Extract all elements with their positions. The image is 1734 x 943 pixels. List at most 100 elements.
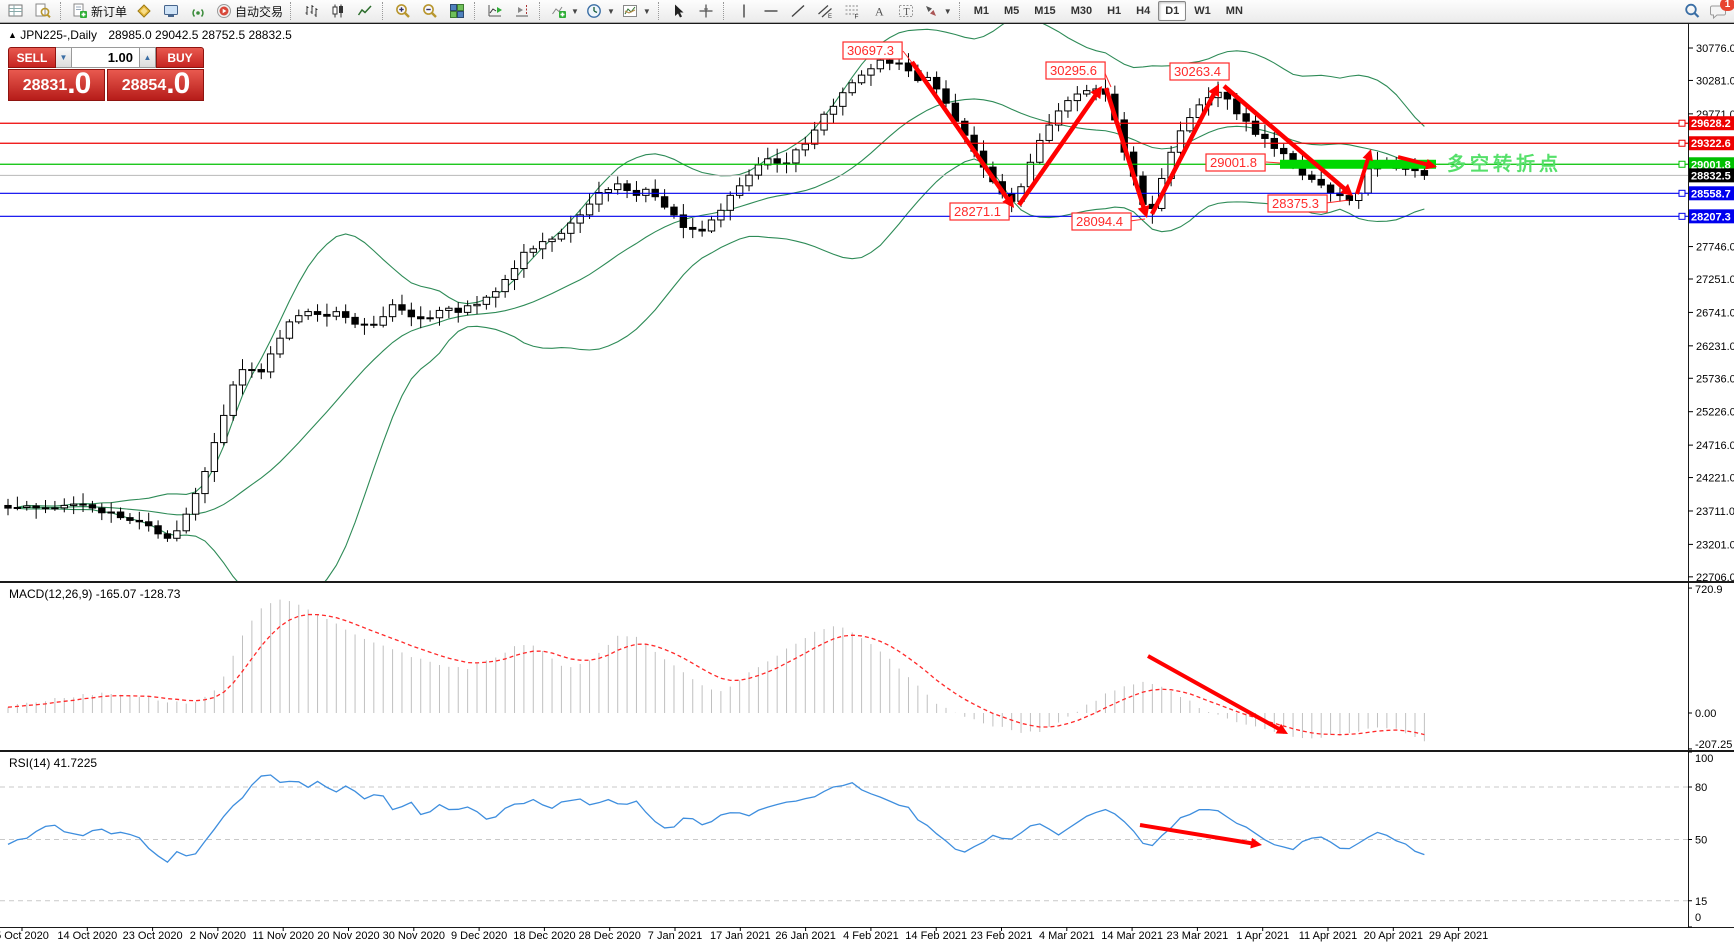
svg-text:18 Dec 2020: 18 Dec 2020 xyxy=(513,930,575,942)
templates-dropdown-icon[interactable]: ▼ xyxy=(642,6,651,16)
timeframe-m30[interactable]: M30 xyxy=(1070,5,1093,17)
annotation-box[interactable] xyxy=(1267,194,1328,213)
zoom-out-button[interactable] xyxy=(417,0,443,22)
collapse-icon[interactable]: ▲ xyxy=(8,30,17,40)
crosshair-tool-button[interactable] xyxy=(693,0,719,22)
trendline-tool-button[interactable] xyxy=(785,0,811,22)
annotation-box[interactable] xyxy=(842,41,903,60)
line-anchor[interactable] xyxy=(1678,160,1686,168)
turning-point-note[interactable]: 多空转折点 xyxy=(1447,152,1562,175)
sell-price-display[interactable]: 28831.0 xyxy=(8,69,105,101)
buy-price-display[interactable]: 28854.0 xyxy=(107,69,204,101)
navigator-button[interactable] xyxy=(131,0,157,22)
main-toolbar: 新订单 自动交易 ▼ ▼ ▼ E F A T ▼ M1 M5 M15 M30 H1 H4 D1 W1 MN 1 xyxy=(0,0,1734,23)
timeframe-m5[interactable]: M5 xyxy=(1004,5,1020,17)
svg-text:26231.0: 26231.0 xyxy=(1696,341,1734,353)
buy-price-int: 28854 xyxy=(121,77,167,94)
volume-increase-button[interactable]: ▲ xyxy=(140,47,156,68)
text-tool-button[interactable]: A xyxy=(866,0,892,22)
sell-price-int: 28831 xyxy=(22,77,68,94)
timeframe-mn[interactable]: MN xyxy=(1225,5,1243,17)
volume-input[interactable]: 1.00 xyxy=(72,47,140,68)
turning-point-highlight[interactable]: 多空转折点 xyxy=(1280,152,1562,175)
volume-decrease-button[interactable]: ▼ xyxy=(56,47,72,68)
channel-tool-button[interactable]: E xyxy=(812,0,838,22)
svg-text:14 Feb 2021: 14 Feb 2021 xyxy=(905,930,967,942)
notifications-button[interactable]: 1 xyxy=(1705,0,1734,22)
new-order-label: 新订单 xyxy=(91,4,128,19)
annotation-box[interactable] xyxy=(949,202,1010,221)
timeframe-m1[interactable]: M1 xyxy=(973,5,989,17)
new-order-button[interactable]: 新订单 xyxy=(68,0,130,22)
svg-text:27251.0: 27251.0 xyxy=(1696,274,1734,286)
market-watch-button[interactable] xyxy=(3,0,29,22)
line-chart-mode-button[interactable] xyxy=(352,0,378,22)
signals-button[interactable] xyxy=(185,0,211,22)
tile-windows-button[interactable] xyxy=(444,0,470,22)
toolbar-separator xyxy=(290,2,294,20)
arrows-tool-dropdown-icon[interactable]: ▼ xyxy=(943,6,952,16)
line-anchor[interactable] xyxy=(1678,139,1686,147)
templates-button[interactable]: ▼ xyxy=(619,0,654,22)
timeframe-w1[interactable]: W1 xyxy=(1194,5,1211,17)
bar-chart-mode-button[interactable] xyxy=(298,0,324,22)
annotation-box[interactable] xyxy=(1205,153,1266,172)
vertical-line-tool-button[interactable] xyxy=(731,0,757,22)
svg-text:7 Jan 2021: 7 Jan 2021 xyxy=(648,930,702,942)
arrows-tool-button[interactable]: ▼ xyxy=(920,0,955,22)
svg-text:11 Nov 2020: 11 Nov 2020 xyxy=(252,930,314,942)
timeframe-h4[interactable]: H4 xyxy=(1136,5,1151,17)
svg-text:30281.0: 30281.0 xyxy=(1696,75,1734,87)
annotation-box[interactable] xyxy=(1071,212,1132,231)
svg-text:29001.8: 29001.8 xyxy=(1691,159,1731,171)
zoom-in-button[interactable] xyxy=(390,0,416,22)
periods-dropdown-icon[interactable]: ▼ xyxy=(606,6,615,16)
svg-text:17 Jan 2021: 17 Jan 2021 xyxy=(710,930,771,942)
line-anchor[interactable] xyxy=(1678,119,1686,127)
toolbar-separator xyxy=(657,2,662,20)
sell-button[interactable]: SELL xyxy=(8,47,56,68)
price-badge xyxy=(1689,186,1734,201)
turning-point-bar[interactable] xyxy=(1280,159,1436,169)
timeframe-m15[interactable]: M15 xyxy=(1034,5,1056,17)
chart-shift-button[interactable] xyxy=(509,0,535,22)
indicators-list-button[interactable]: ▼ xyxy=(547,0,582,22)
autotrade-icon xyxy=(215,3,232,20)
search-button[interactable] xyxy=(1678,0,1704,22)
bollinger-lower-band xyxy=(17,158,1425,581)
svg-text:0: 0 xyxy=(1695,912,1701,924)
annotation-box[interactable] xyxy=(1169,62,1230,81)
indicators-list-dropdown-icon[interactable]: ▼ xyxy=(571,6,579,16)
periods-button[interactable]: ▼ xyxy=(583,0,618,22)
data-window-button[interactable] xyxy=(30,0,56,22)
svg-text:25736.0: 25736.0 xyxy=(1696,373,1734,385)
svg-text:50: 50 xyxy=(1695,835,1707,847)
line-anchor[interactable] xyxy=(1678,212,1686,220)
time-axis: 5 Oct 2020 14 Oct 2020 23 Oct 2020 2 Nov 20… xyxy=(0,927,1488,942)
svg-text:20 Apr 2021: 20 Apr 2021 xyxy=(1364,930,1423,942)
rsi-indicator-title: RSI(14) 41.7225 xyxy=(9,756,98,770)
search-icon xyxy=(1683,3,1700,20)
indicators-list-icon xyxy=(550,3,567,20)
svg-text:720.9: 720.9 xyxy=(1695,584,1723,596)
annotation-box[interactable] xyxy=(1045,61,1106,80)
candle-chart-mode-button[interactable] xyxy=(325,0,351,22)
terminal-button[interactable] xyxy=(158,0,184,22)
trend-arrows[interactable] xyxy=(910,60,1437,218)
svg-text:4 Feb 2021: 4 Feb 2021 xyxy=(843,930,899,942)
price-annotations[interactable]: 30697.3 30295.6 30263.4 29001.8 28271.1 28094… xyxy=(842,41,1350,231)
timeframe-h1[interactable]: H1 xyxy=(1107,5,1122,17)
buy-button[interactable]: BUY xyxy=(156,47,204,68)
toolbar-separator xyxy=(382,2,386,20)
timeframe-d1[interactable]: D1 xyxy=(1158,1,1187,21)
svg-text:30697.3: 30697.3 xyxy=(847,43,894,58)
text-label-tool-button[interactable]: T xyxy=(893,0,919,22)
autotrade-button[interactable]: 自动交易 xyxy=(212,0,286,22)
auto-scroll-button[interactable] xyxy=(482,0,508,22)
line-anchor[interactable] xyxy=(1678,189,1686,197)
fibonacci-tool-button[interactable]: F xyxy=(839,0,865,22)
cursor-tool-button[interactable] xyxy=(666,0,692,22)
vertical-line-tool-icon xyxy=(735,3,752,20)
horizontal-line-tool-button[interactable] xyxy=(758,0,784,22)
